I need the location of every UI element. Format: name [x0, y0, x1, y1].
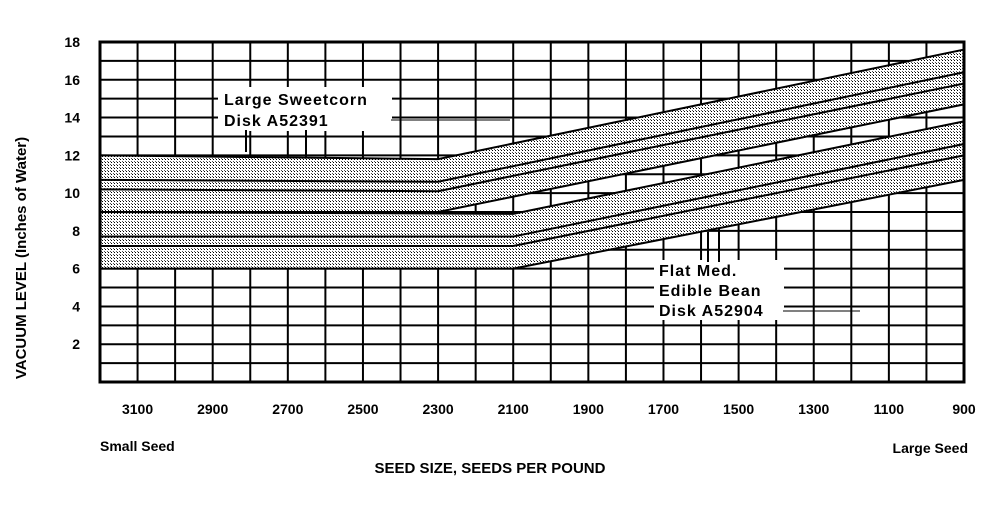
bean-annotation: Flat Med. Edible Bean Disk A52904	[654, 228, 860, 320]
x-tick-label: 2700	[272, 401, 303, 417]
sweetcorn-label-line1: Large Sweetcorn	[224, 92, 368, 109]
plot-frame	[98, 40, 966, 384]
band-inner-line	[100, 154, 965, 247]
bean-label-line1: Flat Med.	[659, 263, 737, 280]
x-tick-label: 1300	[798, 401, 829, 417]
y-tick-label: 2	[72, 336, 80, 352]
y-tick-label: 4	[72, 298, 80, 314]
x-tick-label: 2300	[423, 401, 454, 417]
x-tick-label: 1700	[648, 401, 679, 417]
y-tick-label: 6	[72, 261, 80, 277]
x-tick-label: 1500	[723, 401, 754, 417]
bean-label-line2: Edible Bean	[659, 283, 762, 300]
x-axis-title: SEED SIZE, SEEDS PER POUND	[375, 460, 606, 477]
band-inner-line	[99, 71, 965, 183]
x-tick-label: 3100	[122, 401, 153, 417]
x-left-note: Small Seed	[100, 438, 175, 454]
tick-labels: 2 4 6 8 10 12 14 16 18 3100 2900 2700 2500 2300 2100 19…	[64, 34, 975, 417]
band-lower-edge	[100, 178, 965, 270]
y-tick-label: 12	[64, 147, 80, 163]
band-inner-line	[99, 82, 965, 193]
plot-border	[98, 40, 966, 384]
bands	[99, 48, 965, 270]
y-tick-label: 10	[64, 185, 80, 201]
band-bean	[100, 121, 964, 269]
x-right-note: Large Seed	[893, 440, 968, 456]
sweetcorn-annotation: Large Sweetcorn Disk A52391	[218, 87, 510, 158]
band-upper-edge	[99, 48, 965, 161]
bean-label-line3: Disk A52904	[659, 303, 764, 320]
x-tick-label: 2900	[197, 401, 228, 417]
band-upper-edge	[99, 120, 965, 215]
y-axis-title: VACUUM LEVEL (Inches of Water)	[13, 137, 30, 379]
y-tick-label: 8	[72, 223, 80, 239]
x-tick-label: 1100	[874, 401, 905, 417]
x-tick-label: 2100	[498, 401, 529, 417]
band-sweetcorn	[100, 49, 964, 212]
x-tick-label: 1900	[573, 401, 604, 417]
sweetcorn-label-line2: Disk A52391	[224, 113, 329, 130]
x-tick-label: 2500	[347, 401, 378, 417]
y-tick-label: 14	[64, 110, 80, 126]
y-tick-label: 18	[64, 34, 80, 50]
y-tick-label: 16	[64, 72, 80, 88]
band-inner-line	[100, 143, 965, 238]
x-tick-label: 900	[952, 401, 976, 417]
